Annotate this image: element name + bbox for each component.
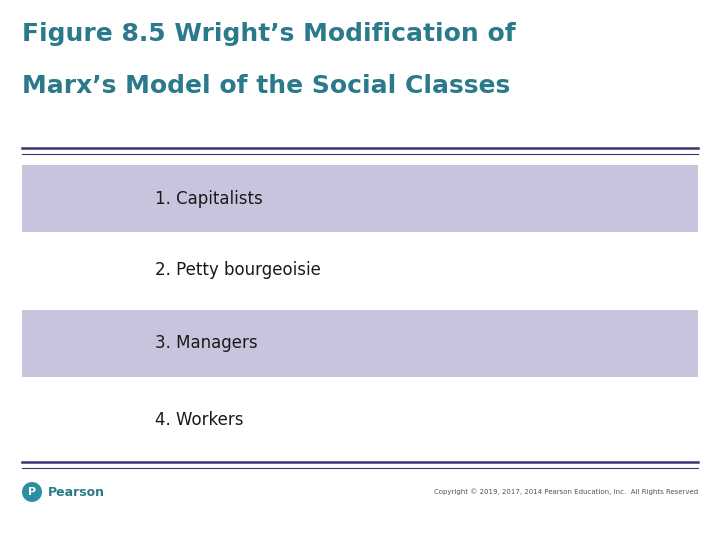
Text: 2. Petty bourgeoisie: 2. Petty bourgeoisie [155, 261, 321, 279]
Text: Copyright © 2019, 2017, 2014 Pearson Education, Inc.  All Rights Reserved: Copyright © 2019, 2017, 2014 Pearson Edu… [434, 489, 698, 495]
Text: 4. Workers: 4. Workers [155, 411, 243, 429]
Text: Marx’s Model of the Social Classes: Marx’s Model of the Social Classes [22, 74, 510, 98]
Text: 1. Capitalists: 1. Capitalists [155, 190, 263, 207]
Bar [22, 165, 698, 232]
Text: Figure 8.5 Wright’s Modification of: Figure 8.5 Wright’s Modification of [22, 22, 516, 46]
Circle shape [22, 482, 42, 502]
Bar [22, 310, 698, 377]
Text: 3. Managers: 3. Managers [155, 334, 258, 353]
Text: Pearson: Pearson [48, 485, 105, 498]
Text: P: P [28, 487, 36, 497]
